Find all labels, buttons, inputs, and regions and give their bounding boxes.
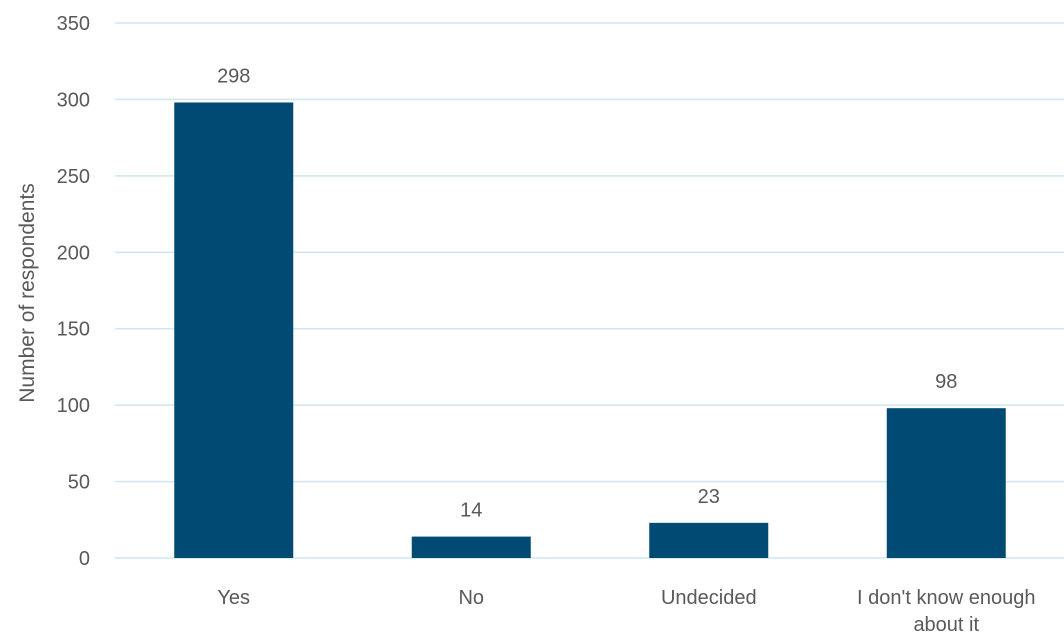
data-label: 23: [698, 486, 720, 508]
y-tick-label: 50: [68, 472, 90, 494]
data-label: 298: [217, 65, 250, 87]
bar: [411, 536, 531, 558]
bar: [649, 522, 769, 558]
y-tick-label: 250: [57, 166, 90, 188]
x-category-label: Yes: [217, 587, 250, 609]
x-category-label: Undecided: [661, 587, 757, 609]
y-tick-label: 350: [57, 13, 90, 35]
bar: [886, 408, 1006, 558]
data-labels: 298 14 23 98: [217, 65, 957, 521]
x-axis-categories: Yes No Undecided I don't know enough about i…: [217, 587, 1035, 636]
x-category-label: No: [458, 587, 484, 609]
y-tick-label: 150: [57, 319, 90, 341]
bars: [174, 102, 1006, 558]
y-tick-label: 200: [57, 242, 90, 264]
data-label: 98: [935, 371, 957, 393]
y-tick-label: 0: [79, 548, 90, 570]
bar: [174, 102, 294, 558]
y-axis-ticks: 0 50 100 150 200 250 300 350: [57, 13, 90, 570]
x-category-label: I don't know enough about it: [857, 587, 1035, 636]
y-tick-label: 100: [57, 395, 90, 417]
y-axis-title: Number of respondents: [16, 183, 39, 402]
y-tick-label: 300: [57, 89, 90, 111]
data-label: 14: [460, 500, 482, 522]
